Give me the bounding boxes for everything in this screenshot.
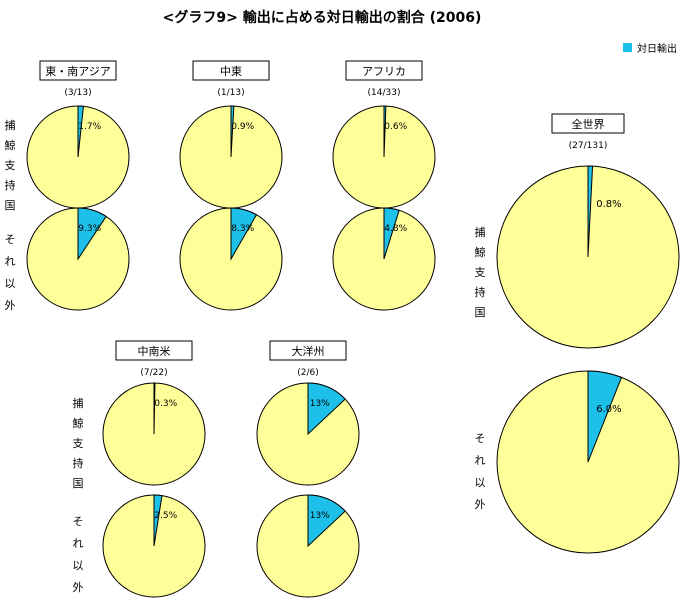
region-box bbox=[269, 340, 347, 361]
pie-data-label: 9.3% bbox=[78, 224, 101, 234]
pie-data-label: 0.6% bbox=[384, 122, 407, 132]
pie-other-0: 9.3% bbox=[26, 207, 130, 311]
pie-japan-slice bbox=[587, 370, 623, 463]
row-label-other-char: れ bbox=[5, 255, 16, 268]
region-header-4: 大洋州 (2/6) bbox=[269, 340, 347, 378]
row-label-whaling-2-char: 捕 bbox=[73, 396, 84, 410]
pie-japan-slice bbox=[77, 207, 107, 261]
region-name: 中南米 bbox=[138, 345, 171, 358]
country-count: (7/22) bbox=[140, 368, 167, 378]
row-label-whaling-char: 鯨 bbox=[5, 138, 16, 152]
pie-data-label: 1.7% bbox=[78, 122, 101, 132]
region-box bbox=[192, 60, 270, 81]
country-count: (27/131) bbox=[569, 141, 608, 151]
pie-whaling-1: 0.9% bbox=[179, 105, 283, 209]
region-header-world: 全世界 (27/131) bbox=[551, 113, 625, 151]
pie-japan-slice bbox=[77, 105, 84, 158]
region-box bbox=[551, 113, 625, 134]
row-label-whaling-2-char: 鯨 bbox=[73, 416, 84, 430]
region-box bbox=[345, 60, 423, 81]
row-label-whaling-char: 支 bbox=[5, 159, 16, 172]
legend: 対日輸出 bbox=[623, 42, 677, 55]
region-name: アフリカ bbox=[362, 65, 406, 78]
country-count: (2/6) bbox=[297, 368, 319, 378]
pie-data-label: 13% bbox=[310, 511, 330, 521]
pie-other-3: 2.5% bbox=[102, 494, 206, 598]
row-label-whaling-world-char: 支 bbox=[475, 266, 486, 279]
pie-whaling-world: 0.8% bbox=[496, 165, 680, 349]
pie-japan-slice bbox=[307, 494, 346, 548]
country-count: (3/13) bbox=[64, 88, 91, 98]
region-name: 中東 bbox=[220, 65, 242, 78]
pie-other-2: 4.8% bbox=[332, 207, 436, 311]
pie-other-1: 8.3% bbox=[179, 207, 283, 311]
pie-japan-slice bbox=[307, 382, 346, 436]
region-header-3: 中南米 (7/22) bbox=[115, 340, 193, 378]
pie-data-label: 6.0% bbox=[596, 404, 621, 415]
pie-data-label: 13% bbox=[310, 399, 330, 409]
row-label-whaling-char: 持 bbox=[5, 178, 16, 192]
region-header-0: 東・南アジア (3/13) bbox=[39, 60, 117, 98]
row-label-other-char: 外 bbox=[5, 299, 16, 312]
row-label-whaling-2-char: 国 bbox=[73, 477, 84, 490]
country-count: (14/33) bbox=[368, 88, 401, 98]
chart-title: <グラフ9> 輸出に占める対日輸出の割合 (2006) bbox=[163, 9, 482, 26]
row-label-whaling-world-char: 持 bbox=[475, 285, 486, 299]
row-label-other-world-char: 外 bbox=[475, 498, 486, 511]
pie-whaling-0: 1.7% bbox=[26, 105, 130, 209]
pie-other-4: 13% bbox=[256, 494, 360, 598]
row-label-other-2-char: 外 bbox=[73, 581, 84, 594]
row-label-whaling-char: 捕 bbox=[5, 118, 16, 132]
pie-data-label: 4.8% bbox=[384, 224, 407, 234]
row-label-other-2-char: そ bbox=[73, 515, 84, 528]
pie-data-label: 0.8% bbox=[596, 199, 621, 210]
pie-whaling-3: 0.3% bbox=[102, 382, 206, 486]
region-name: 大洋州 bbox=[292, 344, 325, 358]
row-label-whaling-world-char: 鯨 bbox=[475, 245, 486, 259]
region-name: 東・南アジア bbox=[45, 65, 111, 78]
row-label-other-world-char: そ bbox=[475, 432, 486, 445]
pie-data-label: 2.5% bbox=[154, 511, 177, 521]
region-header-1: 中東 (1/13) bbox=[192, 60, 270, 98]
row-label-other-world-char: れ bbox=[475, 454, 486, 467]
pie-whaling-2: 0.6% bbox=[332, 105, 436, 209]
pie-japan-slice bbox=[230, 105, 235, 158]
region-name: 全世界 bbox=[572, 117, 605, 131]
pie-japan-slice bbox=[383, 207, 400, 260]
row-label-other-char: そ bbox=[5, 233, 16, 246]
country-count: (1/13) bbox=[217, 88, 244, 98]
region-box bbox=[39, 60, 117, 81]
legend-swatch bbox=[623, 43, 632, 52]
region-box bbox=[115, 340, 193, 361]
row-label-whaling-2-char: 持 bbox=[73, 456, 84, 470]
row-label-whaling-char: 国 bbox=[5, 199, 16, 212]
pie-whaling-4: 13% bbox=[256, 382, 360, 486]
pie-data-label: 0.3% bbox=[154, 399, 177, 409]
pie-japan-slice bbox=[587, 165, 594, 258]
row-label-other-world-char: 以 bbox=[475, 476, 486, 489]
pie-japan-slice bbox=[153, 382, 156, 435]
row-label-other-char: 以 bbox=[5, 277, 16, 290]
row-label-whaling-world-char: 国 bbox=[475, 306, 486, 319]
pie-data-label: 8.3% bbox=[231, 224, 254, 234]
pie-other-world: 6.0% bbox=[496, 370, 680, 554]
row-label-other-2-char: 以 bbox=[73, 559, 84, 572]
row-label-whaling-2-char: 支 bbox=[73, 437, 84, 450]
pie-data-label: 0.9% bbox=[231, 122, 254, 132]
region-header-2: アフリカ (14/33) bbox=[345, 60, 423, 98]
row-label-other-2-char: れ bbox=[73, 537, 84, 550]
pie-japan-slice bbox=[153, 494, 163, 547]
pie-japan-slice bbox=[383, 105, 387, 158]
pie-japan-slice bbox=[230, 207, 258, 261]
row-label-whaling-world-char: 捕 bbox=[475, 225, 486, 239]
legend-label: 対日輸出 bbox=[637, 42, 677, 55]
